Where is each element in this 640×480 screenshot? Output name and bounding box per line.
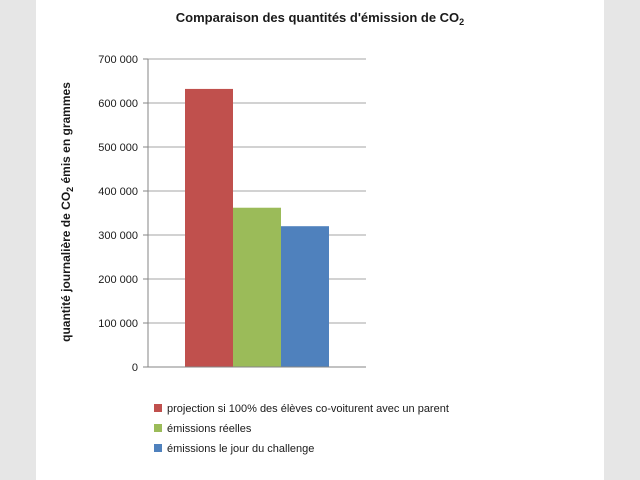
y-tick-label: 600 000 [98, 98, 138, 110]
y-tick-label: 300 000 [98, 230, 138, 242]
legend-label: émissions réelles [167, 423, 252, 435]
bar [281, 226, 329, 367]
y-tick-label: 400 000 [98, 186, 138, 198]
legend: projection si 100% des élèves co-voiture… [154, 403, 449, 455]
legend-label: émissions le jour du challenge [167, 443, 314, 455]
legend-swatch [154, 404, 162, 412]
bars [185, 88, 329, 368]
y-tick-label: 0 [132, 362, 138, 374]
y-tick-label: 500 000 [98, 142, 138, 154]
legend-swatch [154, 444, 162, 452]
chart-title: Comparaison des quantités d'émission de … [176, 10, 464, 27]
bar [185, 88, 233, 368]
y-tick-label: 700 000 [98, 54, 138, 66]
y-tick-label: 200 000 [98, 274, 138, 286]
bar [233, 207, 281, 367]
legend-label: projection si 100% des élèves co-voiture… [167, 403, 449, 415]
y-tick-label: 100 000 [98, 318, 138, 330]
y-axis-ticks: 0 100 000 200 000 300 000 400 000 500 000 600 … [98, 54, 148, 374]
y-axis-label: quantité journalière de CO2 émis en gram… [59, 82, 75, 342]
legend-swatch [154, 424, 162, 432]
